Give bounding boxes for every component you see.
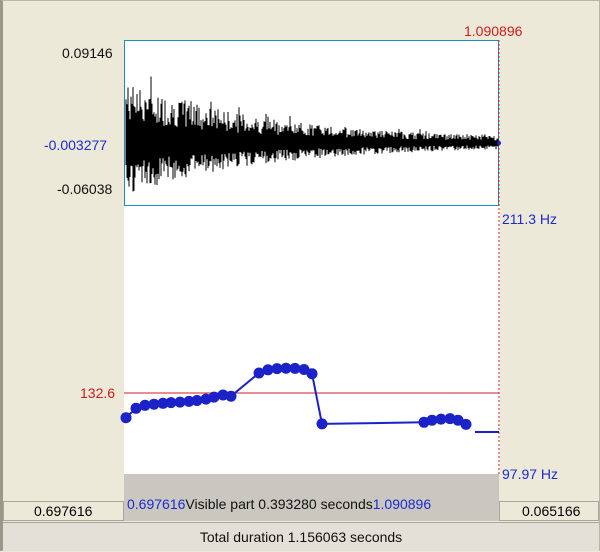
left-time-label: 0.697616 (34, 503, 93, 519)
total-duration-bar[interactable]: Total duration 1.156063 seconds (3, 522, 599, 551)
pitch-point (120, 412, 132, 424)
pitch-point (306, 368, 318, 380)
visible-start-time: 0.697616 (127, 496, 186, 512)
waveform-signal (125, 76, 499, 192)
waveform-mid-label: -0.003277 (44, 137, 108, 153)
pitch-line-segment (125, 372, 260, 419)
pitch-bottom-hz-label: 97.97 Hz (502, 466, 559, 482)
pitch-curve (120, 362, 472, 430)
total-duration-label: Total duration 1.156063 seconds (199, 529, 403, 545)
pitch-point (165, 397, 177, 409)
pitch-point (208, 391, 220, 403)
waveform-trace (125, 76, 499, 192)
pitch-point (253, 367, 265, 379)
visible-part-info[interactable]: 0.697616Visible part 0.393280 seconds1.0… (127, 496, 431, 512)
right-time-label: 0.065166 (522, 503, 581, 519)
pitch-point (225, 390, 237, 402)
pitch-point (191, 395, 203, 406)
pitch-point (139, 399, 151, 411)
visible-part-bar[interactable] (124, 474, 499, 521)
pitch-point (271, 363, 283, 375)
pitch-point (262, 364, 274, 376)
waveform-cursor-dot (497, 141, 501, 145)
cursor-time-label: 1.090896 (464, 23, 523, 39)
visible-end-time: 1.090896 (372, 496, 432, 512)
pitch-point (316, 418, 328, 430)
pitch-point (280, 362, 292, 374)
pitch-point (157, 397, 169, 409)
pitch-point (148, 398, 160, 410)
pitch-point (460, 418, 472, 430)
pitch-point (435, 413, 447, 425)
waveform-min-label: -0.06038 (57, 181, 113, 197)
left-time-cell[interactable]: 0.697616 (3, 501, 124, 521)
pitch-point (426, 414, 438, 426)
pitch-point (289, 362, 301, 374)
visible-duration-text: Visible part 0.393280 seconds (185, 496, 373, 512)
pitch-point (174, 396, 186, 408)
pitch-point (183, 395, 195, 407)
waveform-max-label: 0.09146 (62, 45, 113, 61)
pitch-point (130, 402, 142, 414)
pitch-cursor-value-label: 132.6 (80, 385, 116, 401)
right-time-cell[interactable]: 0.065166 (499, 501, 599, 521)
pitch-top-hz-label: 211.3 Hz (502, 211, 557, 227)
